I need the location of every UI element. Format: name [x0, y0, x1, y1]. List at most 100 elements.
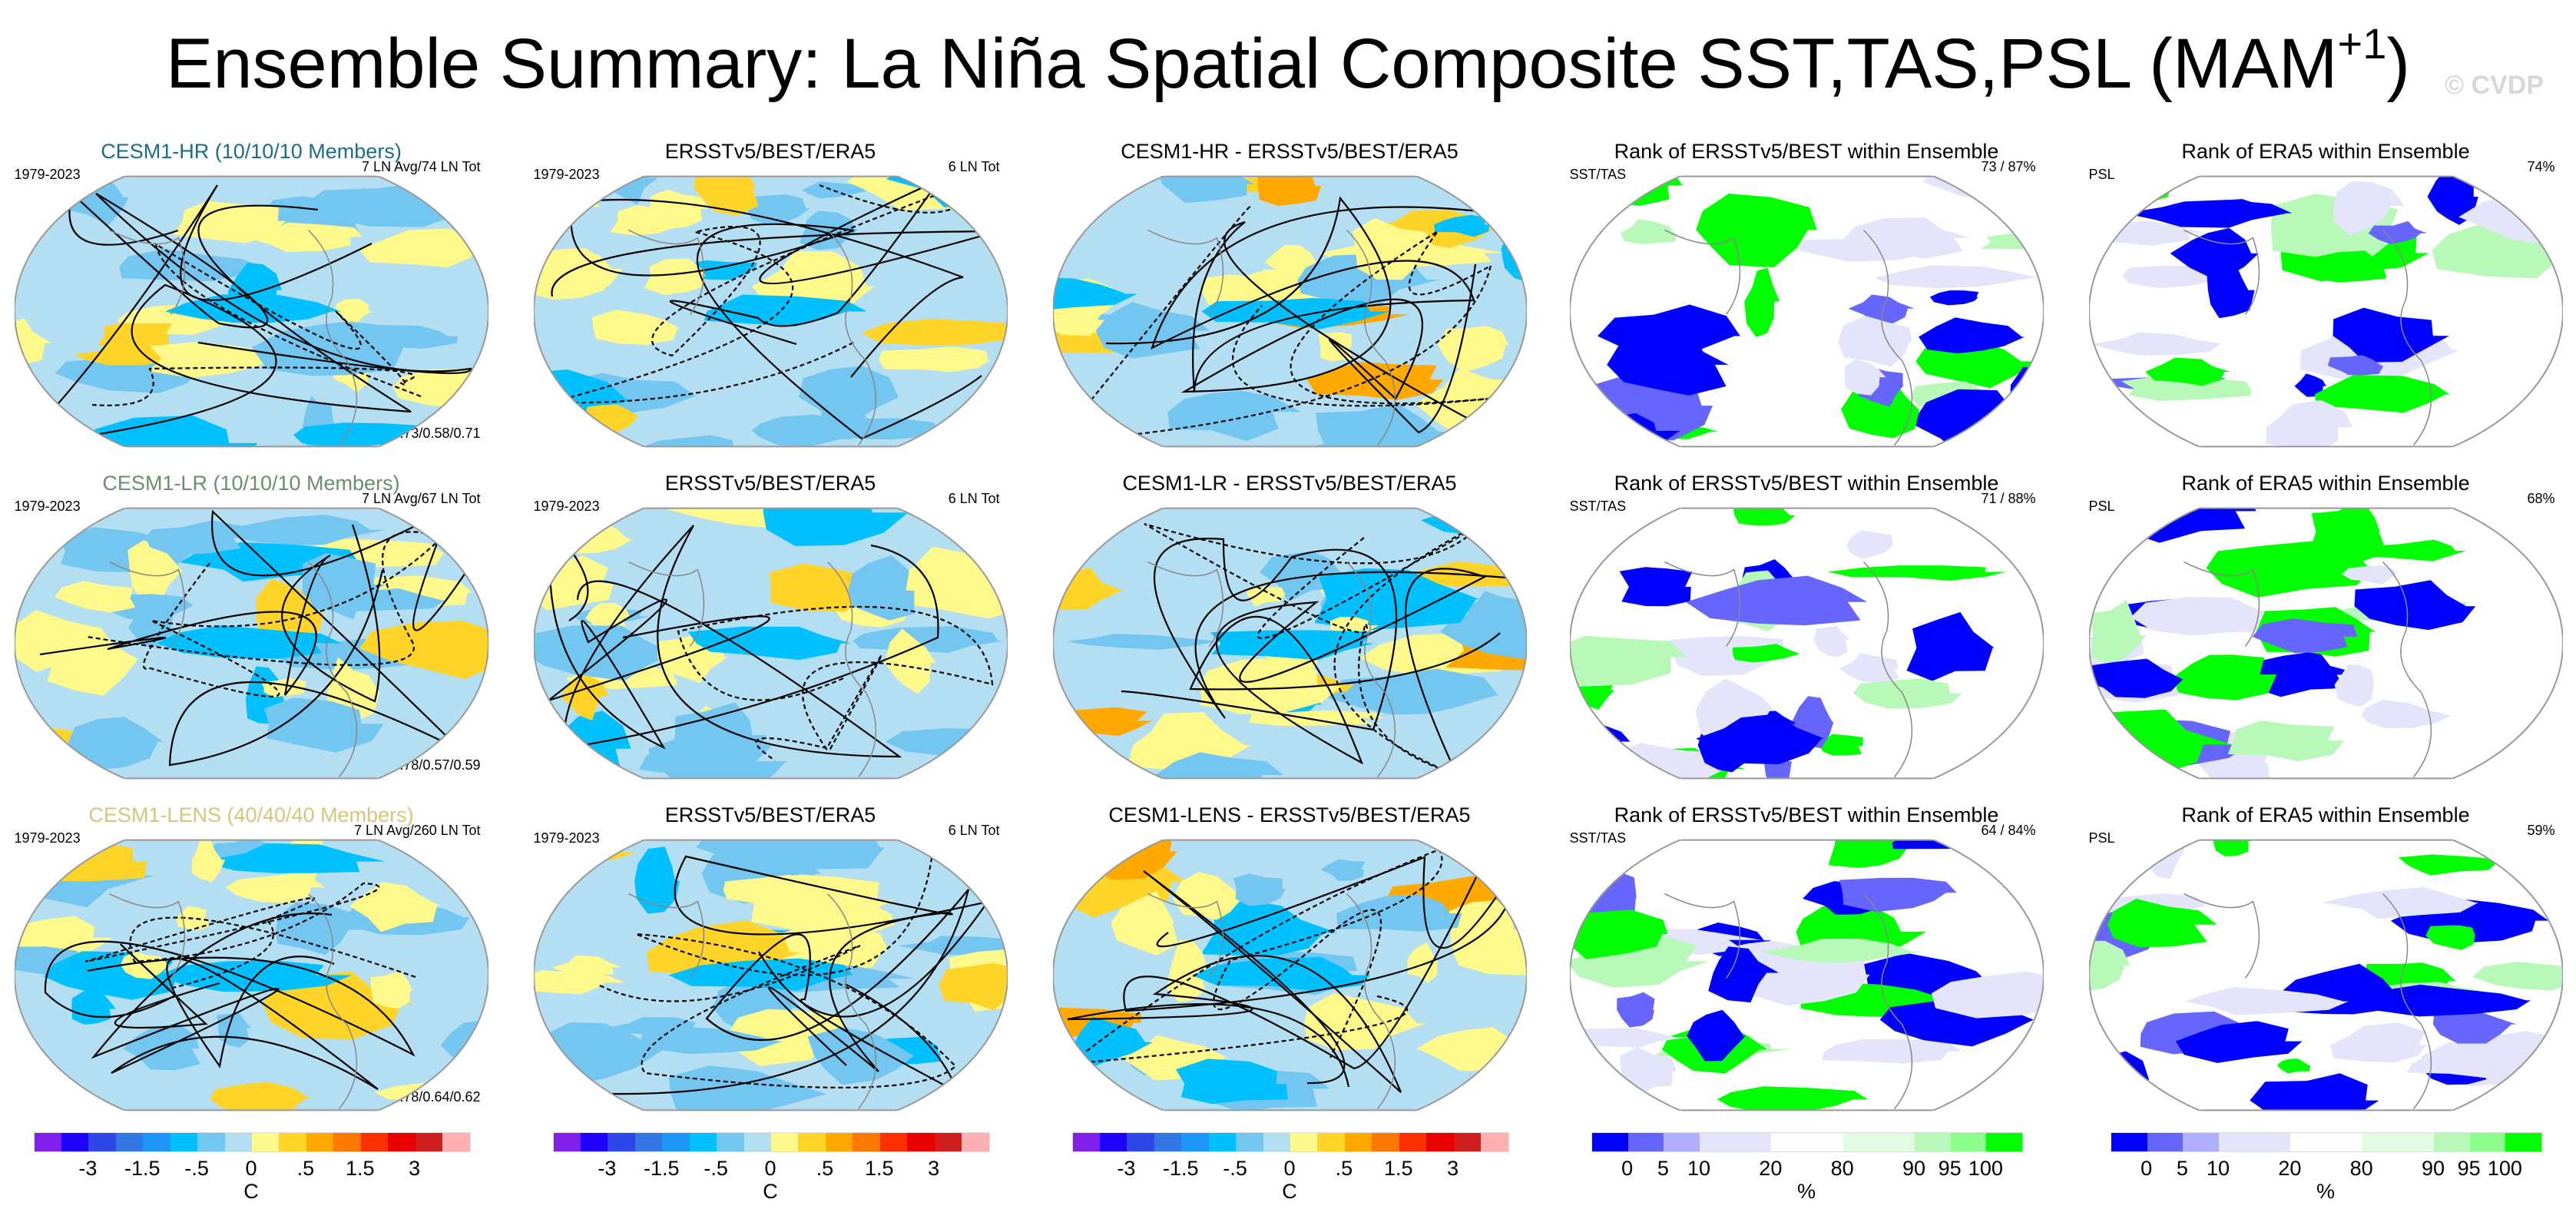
colorbar: [33, 1132, 471, 1152]
map-field-patch: [634, 846, 680, 914]
colorbar-tick-label: .5: [1335, 1157, 1353, 1180]
coastline: [1664, 229, 1740, 316]
colorbar-tick-label: 0: [2141, 1157, 2153, 1180]
panel-right-label: 7 LN Avg/260 LN Tot: [354, 823, 481, 838]
colorbar-tick-label: 0: [764, 1157, 776, 1180]
psl-contour: [1143, 519, 1488, 771]
colorbar-tick-label: 20: [2278, 1157, 2302, 1180]
map-field-patch: [639, 1026, 783, 1055]
coastline: [108, 561, 185, 648]
map-field-patch: [15, 728, 58, 772]
colorbar-tick-label: .5: [296, 1157, 315, 1180]
map-field-patch: [1569, 635, 1687, 687]
map-field-patch: [2130, 597, 2284, 636]
colorbar-tick-label: 10: [1687, 1157, 1711, 1180]
coastline: [307, 893, 357, 1110]
map-field-patch: [671, 702, 767, 768]
map-field-patch: [533, 625, 676, 681]
map-field-patch: [591, 310, 680, 345]
colorbar-tick-label: 0: [245, 1157, 257, 1180]
map-field-patch: [326, 325, 458, 349]
colorbar-swatch: [1843, 1133, 1915, 1151]
coastline: [1346, 230, 1396, 446]
psl-contour: [674, 855, 990, 1072]
figure-title: Ensemble Summary: La Niña Spatial Compos…: [0, 22, 2576, 106]
map-field-patch: [938, 962, 1008, 1011]
composite-map: [14, 507, 488, 780]
map-field-patch: [2091, 332, 2223, 356]
composite-map: [1052, 175, 1527, 448]
panel-right-label: 7 LN Avg/74 LN Tot: [362, 159, 481, 174]
map-field-patch: [1846, 530, 1893, 559]
map-field-patch: [1406, 942, 1438, 983]
coastline: [1664, 893, 1740, 979]
map-field-patch: [1073, 1016, 1153, 1067]
composite-map: [533, 175, 1008, 448]
map-field-patch: [1853, 678, 1962, 709]
panel-title: CESM1-LR - ERSSTv5/BEST/ERA5: [1122, 472, 1457, 495]
panel-left-label: 1979-2023: [533, 499, 600, 514]
psl-contour: [91, 242, 421, 406]
panel-title: CESM1-HR (10/10/10 Members): [101, 140, 402, 163]
map-field-patch: [610, 204, 691, 236]
coastline: [2382, 561, 2432, 778]
panel-right-label: 68%: [2527, 491, 2555, 506]
map-field-patch: [2176, 654, 2276, 701]
coastline: [826, 893, 876, 1110]
map-field-patch: [2249, 1073, 2379, 1111]
psl-contour: [599, 857, 957, 1089]
colorbar: [552, 1132, 990, 1152]
map-field-patch: [1732, 644, 1800, 663]
colorbar-tick-label: 1.5: [1383, 1157, 1413, 1180]
colorbar-tick-label: 3: [928, 1157, 940, 1180]
colorbar-swatch: [224, 1133, 252, 1151]
colorbar-swatch: [608, 1133, 635, 1151]
title-close: ): [2386, 25, 2410, 103]
map-field-patch: [2398, 854, 2503, 876]
colorbar-swatch: [553, 1133, 581, 1151]
colorbar-swatch: [143, 1133, 171, 1151]
colorbar-swatch: [2111, 1133, 2147, 1151]
colorbar-swatch: [907, 1133, 935, 1151]
map-field-patch: [14, 411, 52, 439]
colorbar-swatch: [1154, 1133, 1182, 1151]
map-field-patch: [2206, 260, 2255, 319]
map-field-patch: [1155, 752, 1283, 779]
map-field-patch: [2185, 987, 2349, 1015]
map-field-patch: [1433, 214, 1489, 237]
map-field-patch: [1694, 678, 1775, 749]
map-field-patch: [127, 540, 183, 602]
colorbar-swatch: [2469, 1133, 2506, 1151]
colorbar-tick-label: 3: [1447, 1157, 1459, 1180]
colorbar-swatch: [689, 1133, 717, 1151]
map-field-patch: [2252, 618, 2357, 654]
map-field-patch: [1848, 294, 1915, 324]
colorbar-swatch: [962, 1133, 989, 1151]
map-field-patch: [2329, 1022, 2426, 1063]
psl-contour: [677, 605, 993, 761]
colorbar-swatch: [1592, 1133, 1628, 1151]
panel-right-label: 73 / 87%: [1981, 159, 2036, 174]
psl-contour: [39, 524, 380, 703]
rank-map: [1569, 175, 2044, 448]
colorbar-tick-label: 0: [1621, 1157, 1634, 1180]
coastline: [1862, 561, 1912, 778]
map-field-patch: [746, 194, 810, 226]
colorbar-swatch: [934, 1133, 962, 1151]
colorbar-swatch: [2362, 1133, 2434, 1151]
map-field-patch: [1620, 218, 1676, 244]
rank-map: [1569, 507, 2044, 780]
map-field-patch: [1828, 840, 1919, 868]
map-field-patch: [1465, 591, 1527, 631]
psl-contour: [17, 184, 412, 447]
panel-left-label: PSL: [2088, 499, 2115, 514]
map-field-patch: [2212, 199, 2261, 214]
coastline: [1147, 561, 1223, 648]
map-field-patch: [644, 258, 706, 296]
map-field-patch: [878, 346, 990, 373]
panel-title: CESM1-LR (10/10/10 Members): [102, 472, 400, 495]
colorbar-swatch: [415, 1133, 443, 1151]
colorbar-swatch: [2505, 1133, 2542, 1151]
map-field-patch: [668, 958, 853, 991]
map-field-patch: [1066, 634, 1220, 650]
